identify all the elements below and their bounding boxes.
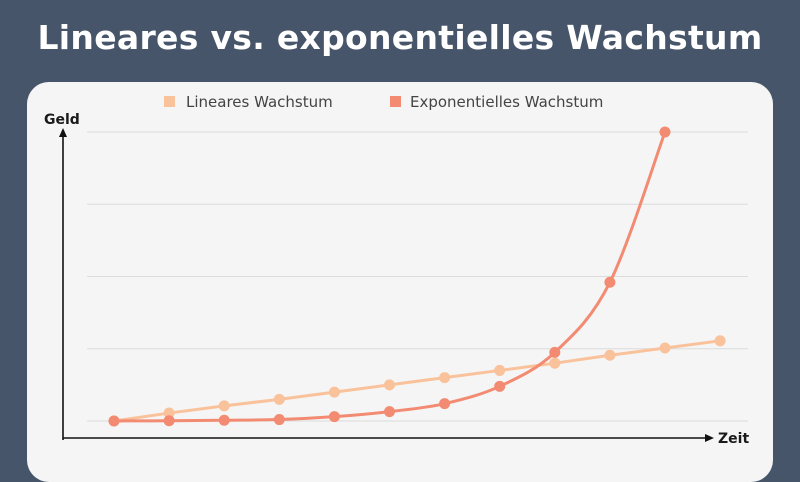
legend-label-exponential: Exponentielles Wachstum <box>410 93 603 111</box>
data-point-exponential <box>549 346 561 358</box>
data-point-linear <box>163 407 175 419</box>
legend-label-linear: Lineares Wachstum <box>186 93 333 111</box>
series-line-exponential <box>112 130 667 423</box>
data-point-linear <box>273 393 285 405</box>
series-line-linear <box>112 339 722 423</box>
data-point-linear <box>659 342 671 354</box>
data-point-exponential <box>439 398 451 410</box>
data-point-linear <box>328 386 340 398</box>
x-axis-arrow <box>705 434 714 442</box>
y-axis-arrow <box>59 128 67 137</box>
data-point-exponential <box>659 126 671 138</box>
data-point-linear <box>494 364 506 376</box>
data-point-linear <box>439 372 451 384</box>
legend-swatch-exponential <box>390 96 401 107</box>
data-point-exponential <box>384 406 395 418</box>
data-point-exponential <box>218 414 230 426</box>
data-point-exponential <box>108 415 120 427</box>
chart-svg: Geld Zeit Lineares Wachstum Exponentiell… <box>44 93 749 447</box>
data-point-linear <box>384 379 395 391</box>
axes <box>59 128 714 442</box>
data-point-linear <box>549 357 561 369</box>
data-point-exponential <box>604 276 616 288</box>
chart-title: Lineares vs. exponentielles Wachstum <box>37 18 763 57</box>
data-point-exponential <box>163 415 175 427</box>
data-point-linear <box>604 349 616 361</box>
y-axis-label: Geld <box>44 112 80 128</box>
legend-swatch-linear <box>164 96 175 107</box>
data-point-linear <box>218 400 230 412</box>
data-point-exponential <box>273 414 285 426</box>
legend: Lineares Wachstum Exponentielles Wachstu… <box>164 93 603 111</box>
data-point-exponential <box>328 411 340 423</box>
x-axis-label: Zeit <box>718 431 749 447</box>
data-point-linear <box>714 335 726 347</box>
plot-area <box>108 126 726 427</box>
data-point-exponential <box>494 380 506 392</box>
